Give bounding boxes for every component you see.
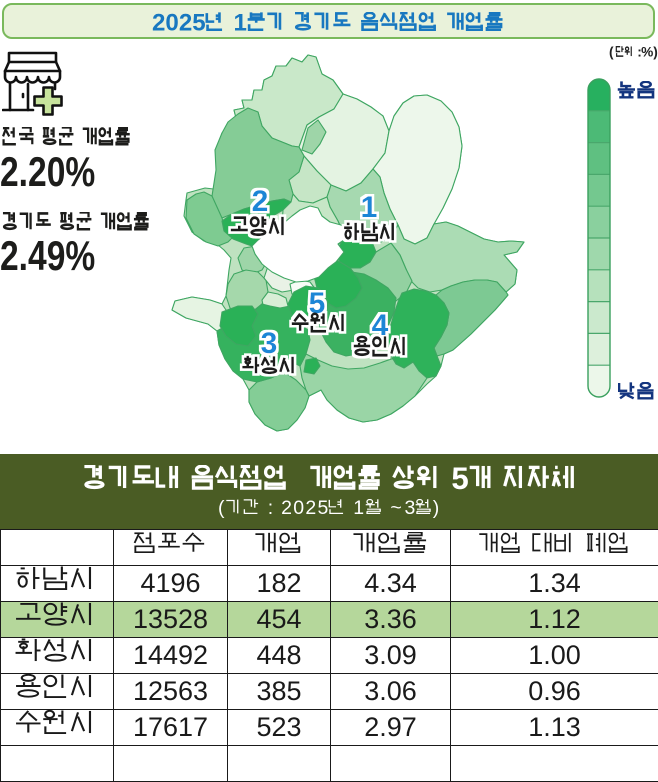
- svg-text:1: 1: [234, 12, 247, 36]
- svg-text:5: 5: [309, 287, 326, 320]
- svg-text:2025: 2025: [152, 12, 206, 36]
- svg-text:(: (: [218, 499, 225, 519]
- svg-text:3: 3: [261, 327, 278, 360]
- svg-text:1: 1: [353, 499, 364, 519]
- svg-text:): ): [653, 46, 658, 59]
- svg-text:~3: ~3: [390, 499, 415, 519]
- svg-text:2: 2: [252, 185, 269, 218]
- svg-text:5: 5: [451, 465, 468, 496]
- svg-text:4: 4: [372, 309, 389, 342]
- svg-text:: %: : %: [637, 46, 653, 59]
- svg-text:: 2025: : 2025: [268, 499, 329, 519]
- svg-text:(: (: [609, 46, 614, 59]
- svg-text:): ): [433, 499, 440, 519]
- svg-text:1: 1: [361, 191, 378, 224]
